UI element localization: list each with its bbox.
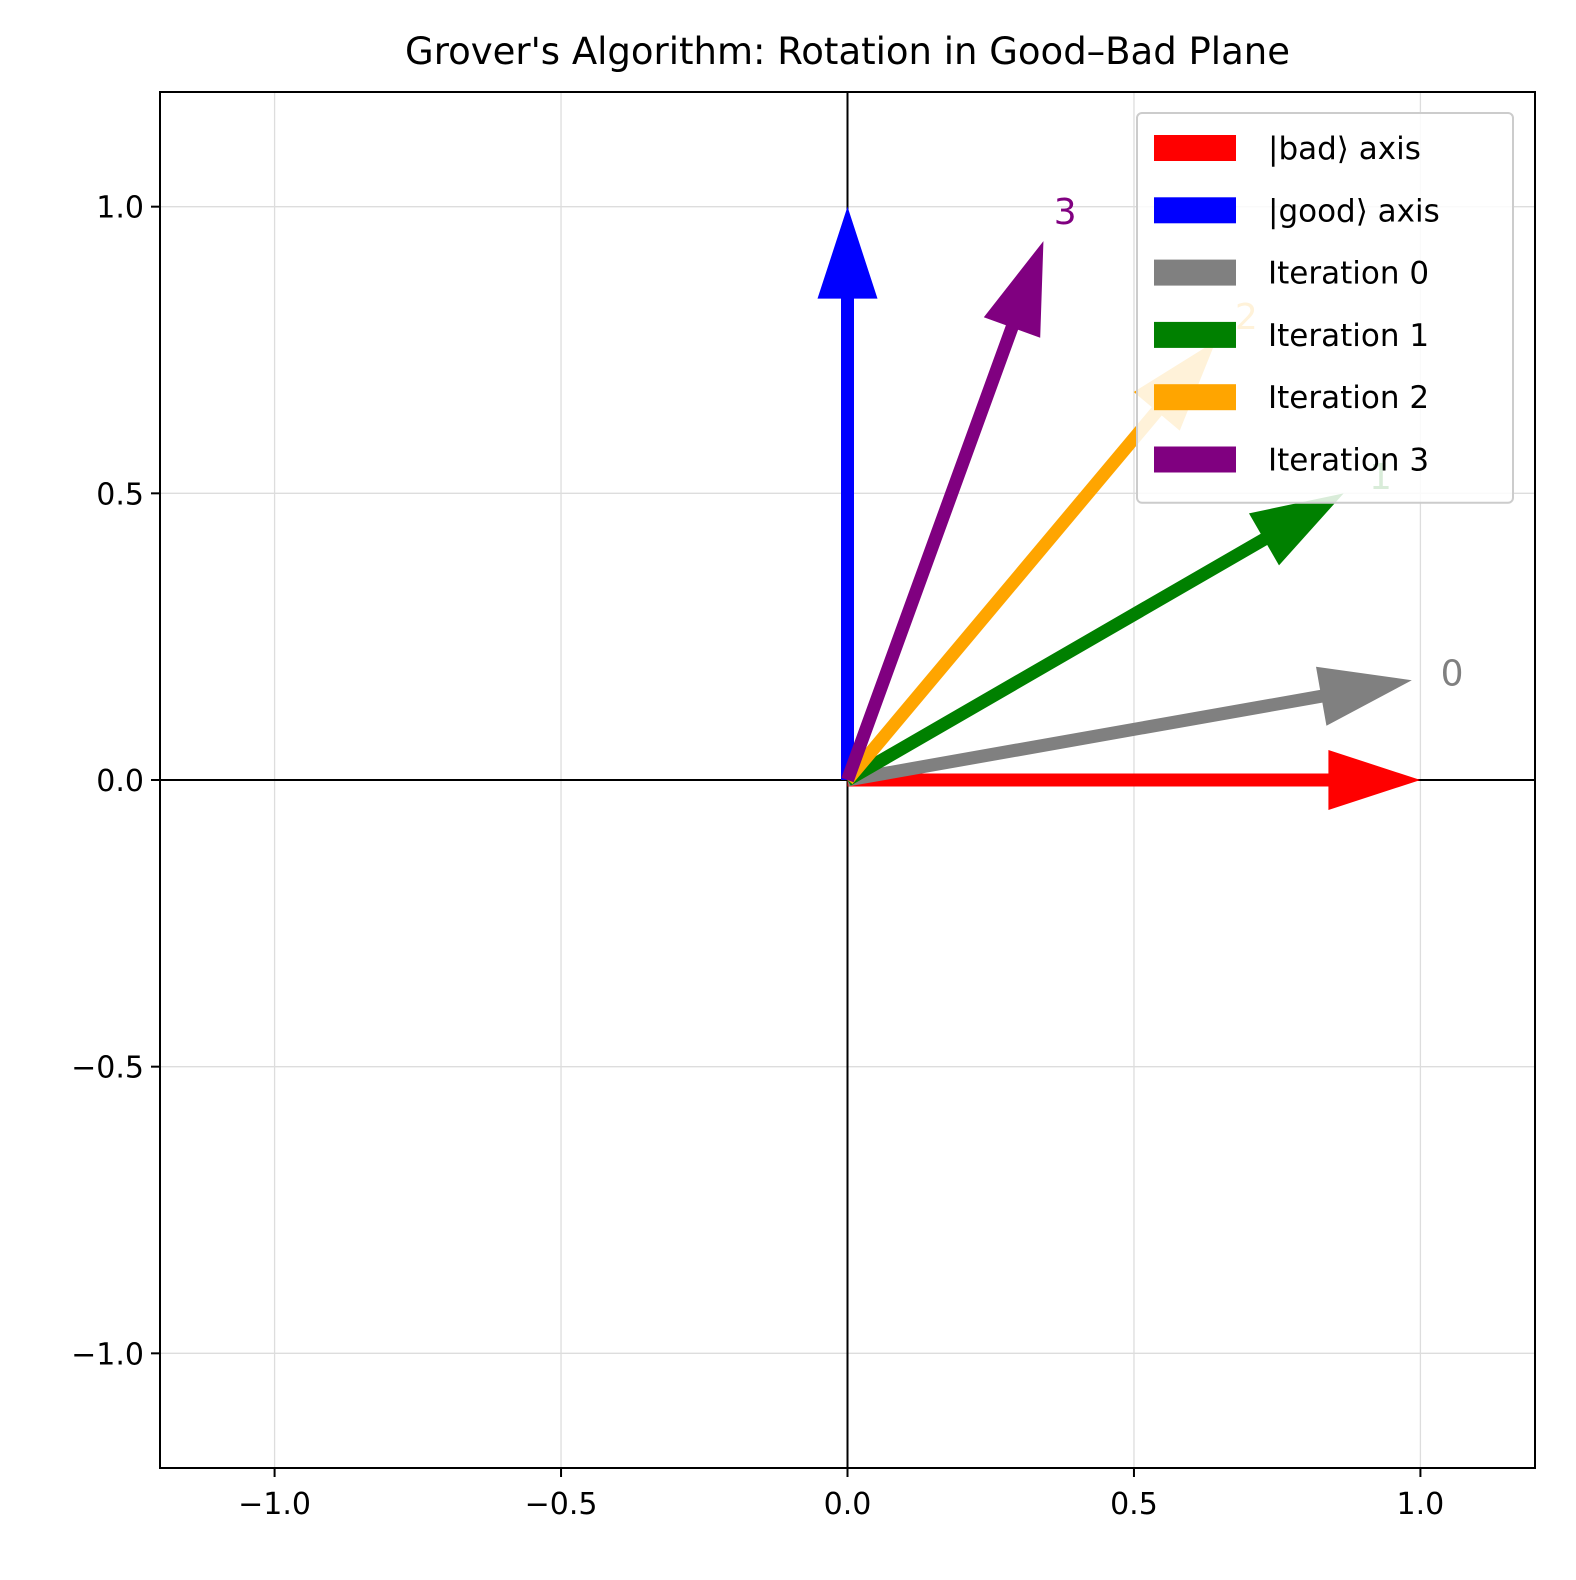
y-tick-label: 0.5 [96, 477, 144, 512]
arrow-bad-axis [847, 750, 1421, 810]
legend-swatch [1154, 135, 1236, 161]
y-tick-label: 1.0 [96, 191, 144, 226]
y-tick-label: 0.0 [96, 764, 144, 799]
arrow-iteration-1 [844, 493, 1344, 786]
legend-label: |bad⟩ axis [1268, 131, 1421, 167]
arrow-iteration-2 [842, 340, 1216, 785]
x-tick-label: −1.0 [238, 1487, 311, 1522]
legend-label: Iteration 1 [1268, 318, 1429, 354]
x-tick-label: 1.0 [1397, 1487, 1445, 1522]
vector-label: 3 [1054, 192, 1077, 233]
legend-swatch [1154, 384, 1236, 411]
arrow-good-axis [817, 206, 878, 780]
legend-label: Iteration 0 [1268, 256, 1429, 292]
vector-label: 0 [1441, 653, 1464, 694]
chart-title: Grover's Algorithm: Rotation in Good–Bad… [405, 30, 1290, 73]
legend-label: |good⟩ axis [1268, 193, 1440, 229]
x-tick-label: −0.5 [525, 1487, 598, 1522]
arrow-iteration-0 [846, 666, 1412, 787]
legend-swatch [1154, 321, 1236, 348]
legend-swatch [1154, 259, 1236, 286]
axis-ticks: −1.0 −0.5 0.0 0.5 1.0 −1.0 −0.5 0.0 0.5 1.0 [71, 191, 1444, 1522]
y-tick-label: −1.0 [71, 1337, 144, 1372]
legend-swatch [1154, 197, 1236, 224]
vectors [817, 206, 1421, 810]
legend-swatch [1154, 446, 1236, 473]
x-tick-label: 0.0 [824, 1487, 872, 1522]
legend: |bad⟩ axis |good⟩ axis Iteration 0 Iteratio… [1136, 112, 1514, 504]
legend-label: Iteration 3 [1268, 443, 1429, 479]
legend-label: Iteration 2 [1268, 380, 1429, 416]
x-tick-label: 0.5 [1110, 1487, 1158, 1522]
y-tick-label: −0.5 [71, 1051, 144, 1086]
arrow-iteration-3 [841, 241, 1044, 783]
